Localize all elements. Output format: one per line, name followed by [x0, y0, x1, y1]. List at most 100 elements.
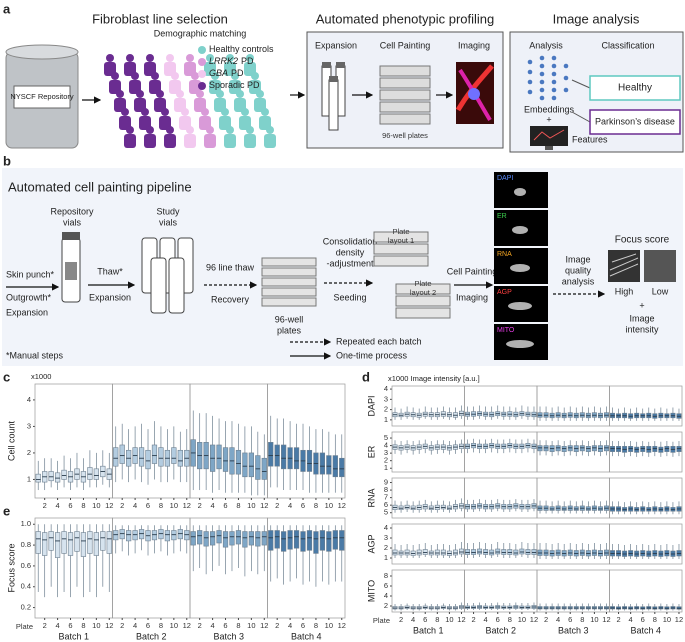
person-body: [229, 80, 241, 94]
monitor: [530, 126, 568, 150]
channel-label: RNA: [497, 251, 512, 258]
label: Imaging: [456, 292, 488, 302]
y-tick-label: 2: [384, 543, 388, 552]
box: [100, 531, 106, 551]
x-tick-label: 12: [105, 501, 113, 510]
x-tick-label: 6: [641, 615, 645, 624]
person-head: [256, 90, 264, 98]
x-tick-label: 10: [590, 615, 598, 624]
plus: +: [639, 300, 644, 310]
box: [138, 529, 145, 540]
x-tick-label: 4: [629, 615, 633, 624]
batch-frame: [464, 523, 538, 565]
person-body: [259, 116, 271, 130]
box: [93, 468, 99, 480]
person-body: [164, 134, 176, 148]
x-tick-label: 6: [568, 615, 572, 624]
label: Repository: [50, 206, 94, 216]
label: High: [615, 286, 634, 296]
panel-label: a: [3, 1, 11, 16]
y-tick-label: 6: [384, 500, 388, 509]
y-tick-label: 3: [27, 421, 31, 430]
crowd: [104, 54, 276, 148]
x-tick-label: 4: [56, 501, 60, 510]
box: [255, 455, 261, 480]
x-tick-label: 2: [43, 621, 47, 630]
x-tick-label: 4: [133, 621, 137, 630]
person-body: [219, 116, 231, 130]
step-label: Classification: [601, 40, 654, 50]
legend-label: LRRK2 PD: [209, 56, 254, 66]
heading: Automated phenotypic profiling: [316, 11, 495, 26]
box: [184, 530, 190, 541]
x-tick-label: 2: [120, 621, 124, 630]
person-head: [161, 108, 169, 116]
box: [332, 455, 338, 478]
x-tick-label: 6: [223, 621, 227, 630]
plate-stack: [261, 257, 317, 307]
person-head: [201, 108, 209, 116]
person-body: [159, 116, 171, 130]
box: [281, 444, 287, 470]
box: [300, 531, 306, 552]
box: [216, 444, 222, 470]
box: [287, 530, 293, 550]
x-tick-label: 8: [580, 615, 584, 624]
legend-swatch: [198, 58, 206, 66]
box: [203, 531, 209, 547]
batch-label: Batch 2: [485, 625, 516, 635]
y-tick-label: 1: [27, 474, 31, 483]
y-tick-label: 4: [384, 523, 388, 532]
person-head: [136, 90, 144, 98]
x-tick-label: 8: [81, 621, 85, 630]
person-body: [199, 116, 211, 130]
y-tick-label: 6: [384, 581, 388, 590]
label: Plate: [392, 227, 409, 236]
y-tick-label: 0.4: [21, 582, 31, 591]
step-label: Expansion: [315, 40, 357, 50]
person-head: [106, 54, 114, 62]
person-head: [126, 54, 134, 62]
batch-frame: [267, 383, 346, 499]
cell-image: [455, 62, 494, 124]
box: [242, 531, 248, 548]
x-tick-label: 4: [288, 501, 292, 510]
x-tick-label: 8: [236, 501, 240, 510]
box: [216, 530, 222, 544]
label: Skin punch*: [6, 269, 55, 279]
x-tick-label: 2: [198, 501, 202, 510]
cell: [512, 226, 528, 234]
x-tick-label: 10: [92, 501, 100, 510]
cell: [514, 188, 526, 196]
box: [113, 530, 119, 541]
box: [326, 531, 332, 552]
x-tick-label: 12: [457, 615, 465, 624]
legend-swatch: [198, 70, 206, 78]
y-tick-label: 5: [384, 433, 388, 442]
person-head: [226, 126, 234, 134]
panel-label: d: [362, 369, 370, 384]
box: [61, 531, 67, 554]
scale-note: x1000: [31, 372, 51, 381]
x-tick-label: 6: [496, 615, 500, 624]
x-tick-label: 2: [399, 615, 403, 624]
class-label: Healthy: [618, 83, 652, 94]
box: [235, 530, 242, 545]
person-body: [244, 62, 256, 76]
x-tick-label: 6: [146, 621, 150, 630]
step-label: Imaging: [458, 40, 490, 50]
box: [151, 530, 158, 541]
batch-frame: [609, 569, 683, 613]
box: [477, 548, 483, 555]
gene: GBA: [209, 68, 228, 78]
person-body: [184, 134, 196, 148]
person-body: [249, 80, 261, 94]
legend-label: Healthy controls: [209, 44, 274, 54]
label: layout 2: [410, 288, 436, 297]
features-label: Features: [572, 134, 608, 144]
y-tick-label: 8: [384, 571, 388, 580]
person-head: [241, 108, 249, 116]
box: [113, 447, 119, 467]
box: [339, 530, 345, 551]
box: [531, 549, 537, 555]
